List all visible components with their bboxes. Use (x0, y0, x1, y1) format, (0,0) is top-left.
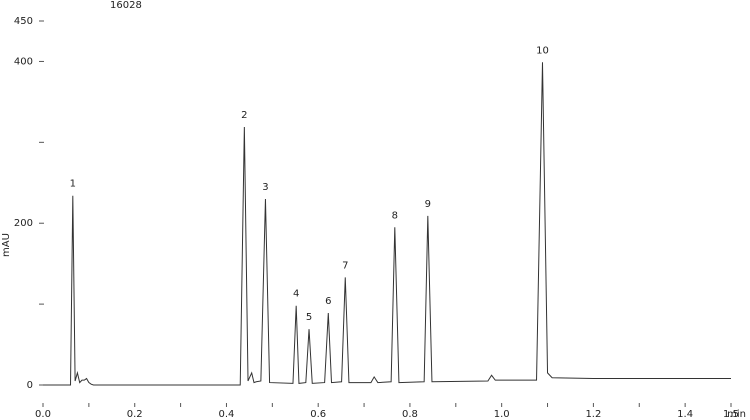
peak-label: 8 (392, 210, 398, 221)
chart-title: 16028 (110, 0, 142, 11)
x-axis-label: min (727, 409, 746, 420)
peak-label: 10 (536, 45, 549, 56)
x-tick-label: 0.0 (35, 409, 51, 420)
x-tick-label: 1.2 (585, 409, 601, 420)
x-tick-label: 0.2 (127, 409, 143, 420)
x-tick-label: 0.8 (402, 409, 418, 420)
x-tick-label: 0.4 (219, 409, 235, 420)
y-tick-label: 450 (14, 16, 33, 27)
y-axis-label: mAU (1, 233, 12, 257)
peak-label: 7 (342, 260, 348, 271)
y-tick-label: 400 (14, 56, 33, 67)
y-tick-label: 200 (14, 218, 33, 229)
peak-label: 6 (325, 296, 331, 307)
x-tick-label: 1.0 (494, 409, 510, 420)
x-tick-label: 0.6 (310, 409, 326, 420)
x-tick-label: 1.5 (723, 409, 739, 420)
peak-label: 4 (293, 289, 299, 300)
y-tick-label: 0 (27, 380, 33, 391)
peak-label: 9 (425, 199, 431, 210)
peak-label: 2 (241, 110, 247, 121)
peak-label: 5 (306, 312, 312, 323)
peak-label: 1 (70, 179, 76, 190)
x-tick-label: 1.4 (677, 409, 693, 420)
peak-label: 3 (262, 182, 268, 193)
trace (43, 62, 731, 386)
